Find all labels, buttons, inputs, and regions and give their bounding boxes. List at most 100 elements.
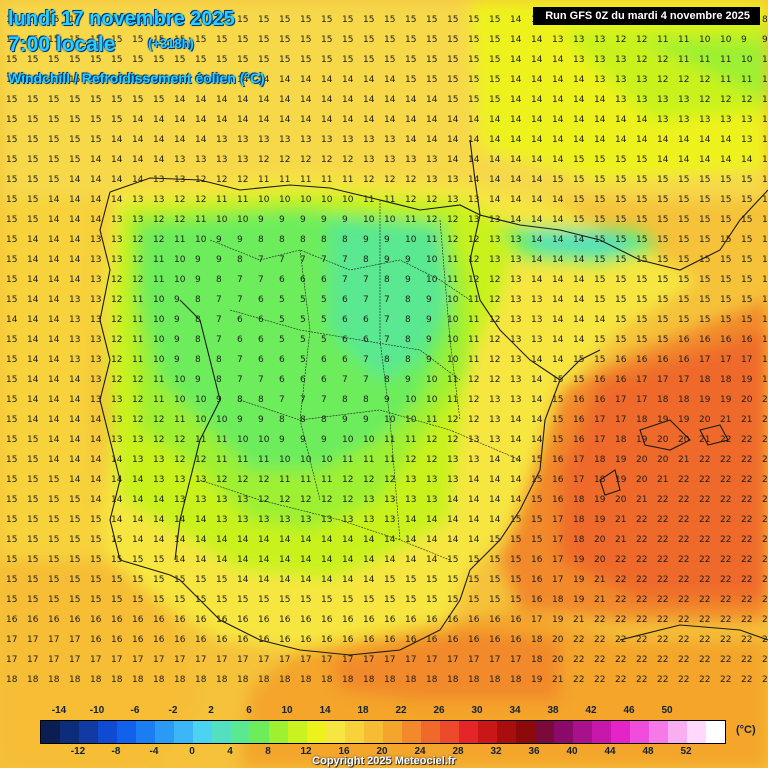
- grid-value: 9: [216, 395, 222, 405]
- grid-value: 12: [279, 155, 290, 165]
- grid-value: 15: [27, 575, 38, 585]
- grid-value: 15: [552, 375, 563, 385]
- grid-value: 15: [27, 175, 38, 185]
- grid-value: 22: [762, 555, 768, 565]
- grid-value: 5: [321, 315, 327, 325]
- grid-value: 15: [174, 15, 185, 25]
- grid-value: 22: [678, 595, 689, 605]
- grid-value: 15: [111, 15, 122, 25]
- grid-value: 15: [195, 35, 206, 45]
- grid-value: 22: [699, 455, 710, 465]
- grid-value: 10: [720, 35, 732, 45]
- grid-value: 22: [762, 675, 768, 685]
- grid-value: 16: [342, 615, 354, 625]
- grid-value: 11: [468, 295, 479, 305]
- grid-value: 15: [552, 395, 563, 405]
- grid-value: 14: [531, 275, 543, 285]
- grid-value: 14: [69, 375, 81, 385]
- grid-value: 15: [636, 235, 647, 245]
- grid-value: 14: [405, 135, 417, 145]
- grid-value: 6: [237, 315, 243, 325]
- grid-value: 11: [321, 475, 332, 485]
- grid-value: 22: [741, 475, 752, 485]
- grid-value: 15: [48, 515, 59, 525]
- grid-value: 14: [90, 415, 102, 425]
- grid-value: 15: [153, 555, 164, 565]
- grid-value: 22: [741, 515, 752, 525]
- grid-value: 13: [216, 135, 227, 145]
- grid-value: 15: [195, 75, 206, 85]
- grid-value: 11: [300, 175, 311, 185]
- grid-value: 17: [573, 455, 584, 465]
- grid-value: 14: [741, 155, 753, 165]
- grid-value: 14: [48, 455, 60, 465]
- grid-value: 15: [90, 115, 101, 125]
- grid-value: 22: [678, 575, 689, 585]
- grid-value: 14: [321, 575, 333, 585]
- grid-value: 16: [153, 635, 165, 645]
- grid-value: 12: [636, 35, 647, 45]
- grid-value: 15: [153, 55, 164, 65]
- grid-value: 15: [699, 295, 710, 305]
- legend-tick-label: 32: [490, 746, 502, 757]
- grid-value: 15: [636, 155, 647, 165]
- grid-value: 15: [363, 55, 374, 65]
- grid-value: 13: [90, 315, 101, 325]
- grid-value: 12: [111, 315, 122, 325]
- grid-value: 22: [657, 575, 668, 585]
- grid-value: 11: [720, 55, 731, 65]
- grid-value: 14: [531, 155, 543, 165]
- legend-tick-label: 4: [227, 746, 233, 757]
- grid-value: 16: [762, 335, 768, 345]
- grid-value: 11: [342, 175, 353, 185]
- grid-value: 18: [111, 675, 123, 685]
- grid-value: 15: [657, 255, 668, 265]
- grid-value: 13: [657, 115, 668, 125]
- grid-value: 15: [132, 595, 143, 605]
- grid-value: 17: [27, 655, 38, 665]
- legend-swatch: [364, 721, 383, 743]
- grid-value: 22: [762, 595, 768, 605]
- grid-value: 15: [657, 295, 668, 305]
- grid-value: 11: [762, 75, 768, 85]
- grid-value: 12: [468, 415, 479, 425]
- grid-value: 13: [237, 155, 248, 165]
- grid-value: 14: [510, 415, 522, 425]
- grid-value: 14: [27, 355, 39, 365]
- grid-value: 15: [615, 315, 626, 325]
- grid-value: 20: [762, 395, 768, 405]
- grid-value: 14: [237, 555, 249, 565]
- grid-value: 15: [615, 155, 626, 165]
- grid-value: 15: [762, 275, 768, 285]
- grid-value: 14: [531, 115, 543, 125]
- grid-value: 13: [279, 515, 290, 525]
- grid-value: 15: [405, 35, 416, 45]
- grid-value: 19: [615, 475, 627, 485]
- grid-value: 14: [531, 235, 543, 245]
- grid-value: 10: [174, 395, 186, 405]
- grid-value: 15: [363, 595, 374, 605]
- grid-value: 14: [279, 115, 291, 125]
- legend-tick-label: -6: [130, 705, 140, 716]
- grid-value: 15: [657, 235, 668, 245]
- grid-value: 15: [48, 115, 59, 125]
- grid-value: 15: [69, 15, 80, 25]
- grid-value: 12: [426, 215, 437, 225]
- grid-value: 15: [531, 535, 542, 545]
- grid-value: 15: [636, 335, 647, 345]
- grid-value: 14: [153, 515, 165, 525]
- grid-value: 15: [132, 95, 143, 105]
- grid-value: 14: [510, 55, 522, 65]
- grid-value: 14: [132, 535, 144, 545]
- legend-swatch: [231, 721, 250, 743]
- grid-value: 17: [237, 655, 248, 665]
- grid-value: 15: [6, 175, 17, 185]
- grid-value: 22: [699, 535, 710, 545]
- grid-value: 15: [741, 315, 752, 325]
- grid-value: 15: [69, 115, 80, 125]
- grid-value: 15: [174, 35, 185, 45]
- grid-value: 22: [573, 655, 584, 665]
- grid-value: 13: [195, 475, 206, 485]
- grid-value: 14: [27, 275, 39, 285]
- legend-swatch: [41, 721, 60, 743]
